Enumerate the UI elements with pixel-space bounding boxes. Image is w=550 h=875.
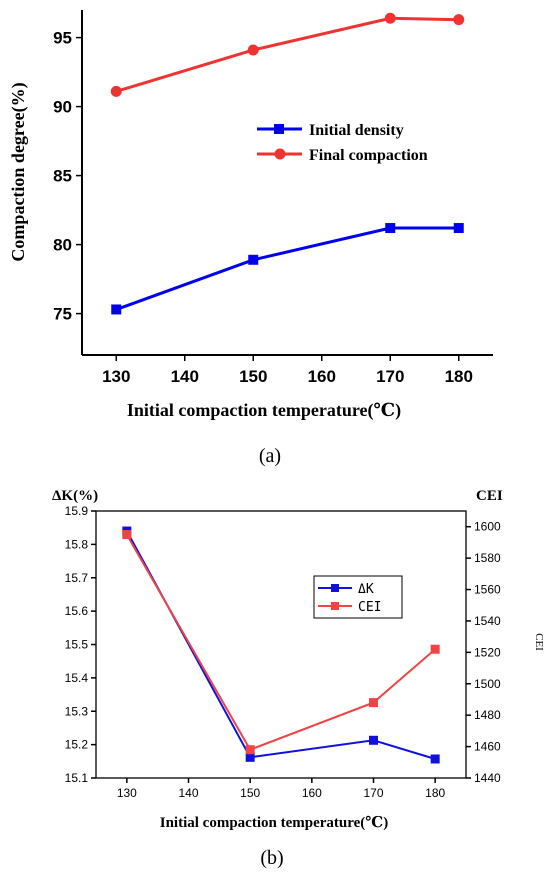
legend-marker-cei — [331, 602, 339, 610]
legend-marker-final-compaction — [274, 148, 286, 160]
chart-a-x-label: Initial compaction temperature(℃) — [127, 400, 401, 421]
chart-b-x-tick-label: 140 — [178, 786, 198, 800]
chart-a-point — [248, 254, 259, 265]
chart-a-point — [385, 223, 396, 234]
chart-b-y-tick-label-left: 15.3 — [65, 704, 89, 718]
chart-a-x-tick-label: 170 — [376, 367, 404, 386]
chart-b-y-tick-label-right: 1500 — [474, 677, 501, 691]
chart-b-y-label-right-rotated: CEI — [533, 633, 545, 651]
legend-marker-initial-density — [274, 124, 284, 134]
legend-label-delta-k: ΔK — [358, 582, 374, 597]
chart-b-y-tick-label-right: 1580 — [474, 551, 501, 565]
chart-b-point — [122, 530, 132, 540]
chart-a-x-tick-label: 180 — [445, 367, 473, 386]
chart-b-x-tick-label: 130 — [117, 786, 137, 800]
legend-marker-delta-k — [331, 584, 339, 592]
chart-b-y-tick-label-left: 15.4 — [65, 671, 89, 685]
chart-b-panel-label: (b) — [260, 847, 283, 869]
chart-b-point — [369, 735, 378, 745]
chart-a-legend: Initial density Final compaction — [257, 122, 428, 164]
chart-b-y-label-right: CEI — [476, 488, 503, 504]
chart-a-point — [110, 85, 122, 97]
chart-a-point — [453, 223, 464, 234]
chart-a-x-tick-label: 140 — [171, 367, 199, 386]
chart-a: 75 80 85 90 95 130 140 150 160 170 180 Initial co… — [8, 10, 493, 467]
chart-b-y-tick-label-left: 15.7 — [65, 571, 89, 585]
chart-b-x-label: Initial compaction temperature(℃) — [160, 815, 389, 831]
chart-b-x-tick-label: 180 — [425, 786, 445, 800]
chart-b-y-tick-label-left: 15.1 — [65, 771, 89, 785]
chart-b-y-tick-label-right: 1440 — [474, 771, 501, 785]
chart-a-y-label: Compaction degree(%) — [8, 82, 29, 261]
chart-a-y-tick-label: 75 — [53, 305, 72, 324]
chart-b-legend: ΔK CEI — [313, 575, 403, 619]
chart-b-y-tick-label-right: 1480 — [474, 708, 501, 722]
chart-b-y-label-left: ΔK(%) — [52, 488, 98, 504]
chart-b-y-tick-label-left: 15.5 — [65, 638, 89, 652]
chart-b-x-tick-label: 160 — [302, 786, 322, 800]
chart-a-point — [247, 44, 259, 56]
chart-b-y-tick-label-left: 15.8 — [65, 537, 89, 551]
chart-b-legend-box — [313, 575, 403, 619]
chart-b: 15.1 15.2 15.3 15.4 15.5 15.6 15.7 15.8 15.9 144… — [52, 488, 545, 869]
chart-a-point — [453, 14, 465, 26]
chart-a-x-tick-label: 150 — [239, 367, 267, 386]
chart-b-y-tick-label-right: 1560 — [474, 583, 501, 597]
chart-b-point — [430, 644, 440, 654]
chart-b-point — [245, 745, 255, 755]
chart-b-point — [369, 698, 378, 708]
chart-a-series-line-1 — [115, 16, 459, 93]
chart-a-series-line-0 — [115, 226, 459, 311]
chart-a-point — [384, 12, 396, 24]
legend-label-cei: CEI — [358, 600, 381, 615]
chart-b-point — [430, 754, 440, 764]
chart-b-y-tick-label-left: 15.9 — [65, 504, 89, 518]
chart-a-y-tick-label: 90 — [53, 98, 72, 117]
chart-b-series-line-0 — [125, 530, 436, 760]
chart-b-y-tick-label-right: 1600 — [474, 520, 501, 534]
chart-b-y-tick-label-right: 1460 — [474, 740, 501, 754]
chart-a-y-tick-label: 80 — [53, 236, 72, 255]
chart-b-point — [245, 752, 255, 762]
chart-a-point — [111, 304, 122, 315]
chart-b-x-tick-label: 150 — [240, 786, 260, 800]
chart-a-y-tick-label: 95 — [53, 29, 72, 48]
legend-label-final-compaction: Final compaction — [309, 147, 428, 164]
chart-a-x-tick-label: 130 — [102, 367, 130, 386]
chart-b-series-line-1 — [125, 534, 436, 751]
chart-a-x-tick-label: 160 — [308, 367, 336, 386]
chart-a-panel-label: (a) — [259, 445, 281, 467]
chart-b-y-tick-label-left: 15.6 — [65, 604, 89, 618]
chart-b-y-tick-label-left: 15.2 — [65, 738, 89, 752]
chart-b-y-tick-label-right: 1520 — [474, 645, 501, 659]
chart-b-y-tick-label-right: 1540 — [474, 614, 501, 628]
legend-label-initial-density: Initial density — [309, 122, 404, 139]
chart-b-x-tick-label: 170 — [363, 786, 383, 800]
chart-a-y-tick-label: 85 — [53, 167, 72, 186]
